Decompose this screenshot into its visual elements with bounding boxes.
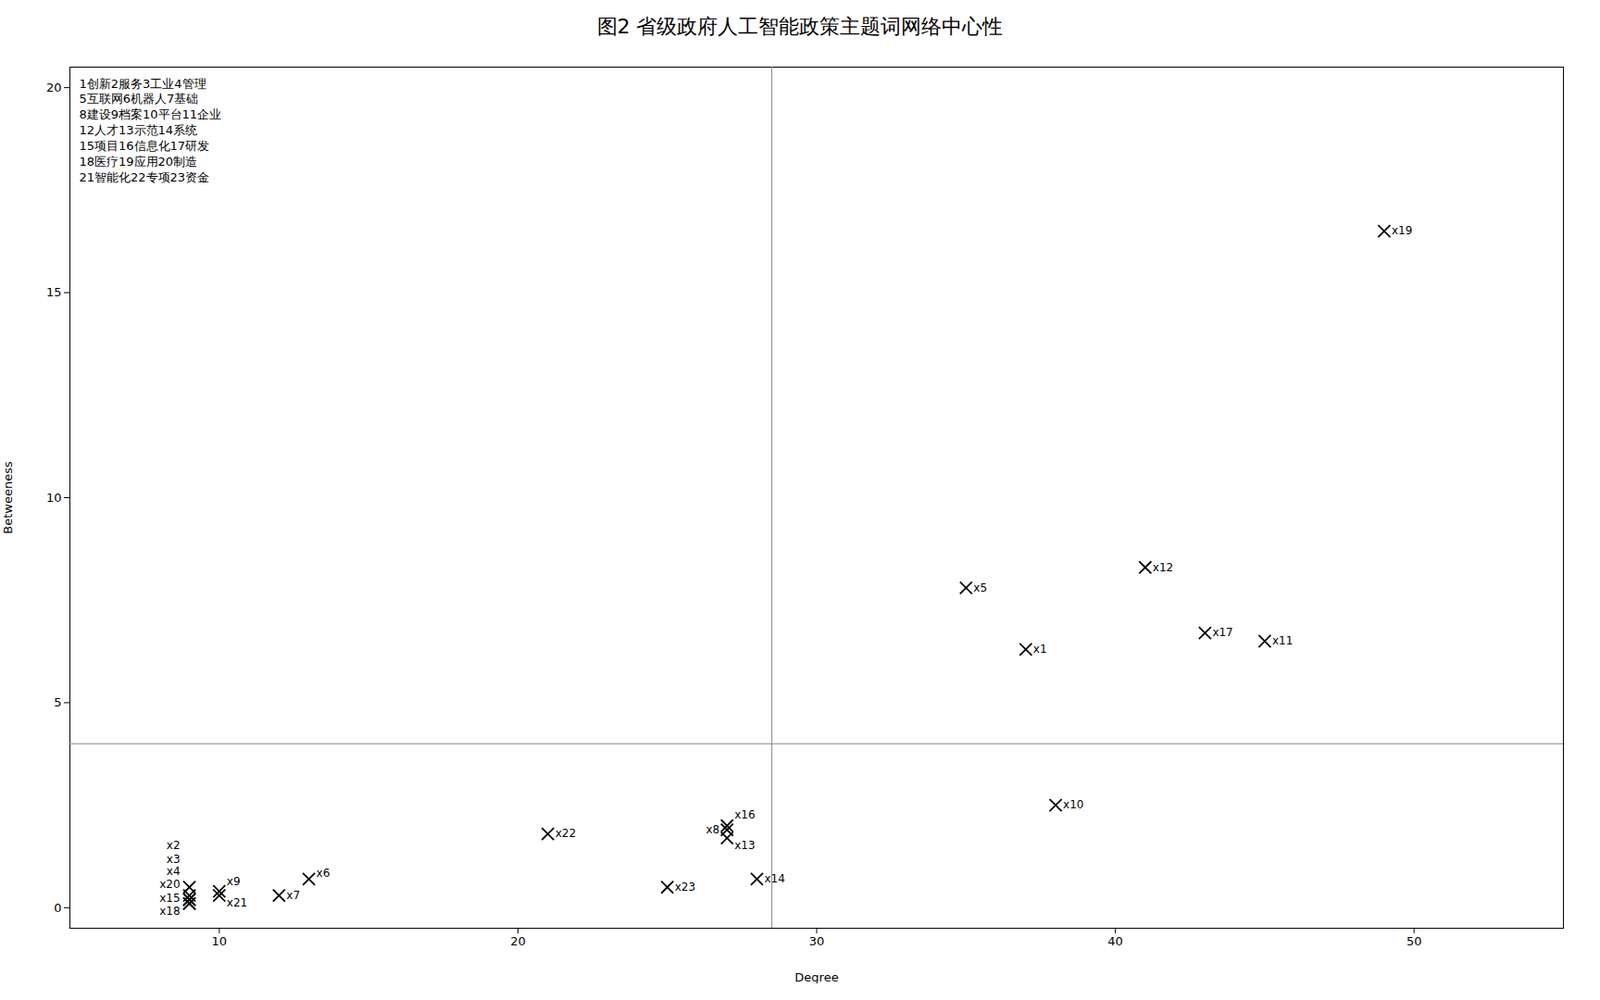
svg-text:x9: x9 [226,875,241,888]
svg-text:x17: x17 [1212,625,1233,639]
svg-text:10: 10 [46,490,63,505]
svg-text:40: 40 [1107,934,1124,949]
svg-text:x13: x13 [734,838,755,852]
svg-text:x21: x21 [226,896,248,910]
svg-text:x22: x22 [555,826,576,840]
svg-text:x10: x10 [1062,798,1084,812]
svg-text:x4: x4 [166,864,181,878]
svg-text:5: 5 [53,695,62,710]
svg-text:x7: x7 [286,888,300,902]
svg-text:x14: x14 [763,872,785,886]
svg-text:15: 15 [46,285,63,300]
svg-text:x8: x8 [705,823,720,837]
svg-text:20: 20 [510,934,526,949]
svg-text:x16: x16 [734,808,755,822]
svg-text:10: 10 [212,934,228,949]
svg-text:30: 30 [809,934,825,949]
svg-text:x6: x6 [316,866,331,880]
svg-text:x18: x18 [159,904,180,918]
svg-text:x11: x11 [1272,634,1293,648]
html-text:图2 省级政府人工智能政策主题词网络中心性: 图2 省级政府人工智能政策主题词网络中心性 [596,14,1004,38]
svg-text:20: 20 [46,80,63,95]
svg-text:Betweeness: Betweeness [0,461,15,535]
svg-text:x12: x12 [1152,561,1174,575]
svg-text:x3: x3 [166,852,181,866]
svg-text:0: 0 [53,900,62,915]
svg-text:x5: x5 [973,581,988,595]
svg-text:50: 50 [1406,934,1423,949]
svg-text:x1: x1 [1033,642,1048,656]
svg-text:x20: x20 [159,877,180,891]
svg-text:x2: x2 [166,838,181,852]
svg-text:x19: x19 [1391,224,1413,238]
svg-text:1创新2服务3工业4管理5互联网6机器人7基础8建设9档案1: 1创新2服务3工业4管理5互联网6机器人7基础8建设9档案10平台11企业12人… [79,75,223,184]
svg-text:x15: x15 [159,891,180,905]
svg-text:Degree: Degree [794,970,838,985]
svg-text:x23: x23 [675,880,696,894]
